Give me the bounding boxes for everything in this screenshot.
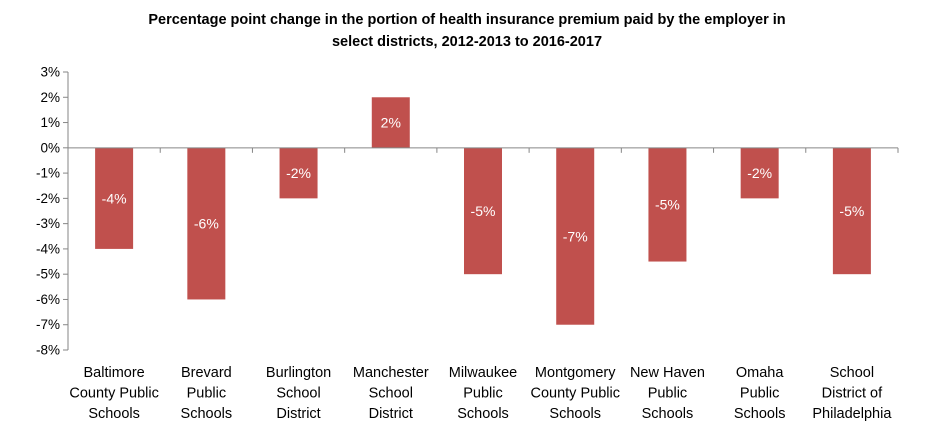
y-tick-label: 1%	[40, 115, 60, 130]
x-category-label: Omaha Public Schools	[734, 365, 786, 422]
data-label: -5%	[655, 197, 680, 213]
bar	[556, 147, 595, 325]
x-category-label: Milwaukee Public Schools	[449, 365, 518, 422]
x-category-label-line: Public	[187, 386, 227, 402]
x-category-label-line: District	[276, 406, 320, 422]
x-category-label-line: School	[369, 386, 413, 402]
bar	[740, 147, 779, 199]
x-category-label-line: County Public	[69, 386, 158, 402]
x-category-label: Burlington School District	[266, 365, 331, 422]
bar	[464, 147, 502, 275]
bar	[187, 147, 226, 300]
x-category-label-line: Omaha	[736, 365, 784, 381]
x-category-label-line: County Public	[530, 386, 619, 402]
data-label: -2%	[286, 165, 311, 181]
x-category-label: School District of Philadelphia	[812, 365, 892, 422]
x-category-label-line: Schools	[642, 406, 694, 422]
data-label: 2%	[381, 115, 401, 131]
x-category-label-line: Burlington	[266, 365, 331, 381]
x-category-label-line: District	[369, 406, 413, 422]
x-category-label-line: Manchester	[353, 365, 429, 381]
bars	[95, 97, 871, 325]
axes	[67, 72, 899, 350]
bar	[832, 147, 871, 275]
y-tick-label: 2%	[40, 90, 60, 105]
y-tick-label: -3%	[36, 216, 60, 231]
data-label: -5%	[471, 203, 496, 219]
x-category-label-line: Public	[648, 386, 688, 402]
y-tick-label: 0%	[40, 140, 60, 155]
chart-title: Percentage point change in the portion o…	[60, 9, 874, 53]
data-label: -4%	[102, 190, 127, 206]
x-axis-labels: Baltimore County Public Schools Brevard Publ…	[69, 365, 892, 422]
x-category-label-line: Schools	[181, 406, 233, 422]
y-tick-label: -1%	[36, 166, 60, 181]
x-category-label-line: School	[830, 365, 874, 381]
x-category-label-line: Montgomery	[535, 365, 616, 381]
x-category-label-line: School	[276, 386, 320, 402]
x-category-label-line: Philadelphia	[812, 406, 892, 422]
y-axis-ticks: 3% 2% 1% 0% -1% -2% -3% -4% -5% -6% -7% -8%	[36, 65, 68, 358]
x-category-label-line: Milwaukee	[449, 365, 518, 381]
x-category-label: Montgomery County Public Schools	[530, 365, 619, 422]
bar	[279, 147, 318, 199]
data-labels: -4% -6% -2% 2% -5% -7% -5% -2% -5%	[102, 115, 865, 245]
x-category-label-line: Schools	[549, 406, 601, 422]
data-label: -2%	[747, 165, 772, 181]
chart-title-line-2: select districts, 2012-2013 to 2016-2017	[331, 34, 603, 50]
data-label: -7%	[563, 228, 588, 244]
x-category-label-line: Brevard	[181, 365, 232, 381]
y-tick-label: -4%	[36, 241, 60, 256]
x-category-label: Baltimore County Public Schools	[69, 365, 158, 422]
y-tick-label: -7%	[36, 317, 60, 332]
x-category-label-line: Schools	[88, 406, 140, 422]
x-category-label-line: Schools	[457, 406, 509, 422]
x-category-label: Manchester School District	[353, 365, 429, 422]
x-category-label-line: Schools	[734, 406, 786, 422]
bar	[95, 147, 134, 249]
y-tick-label: -5%	[36, 267, 60, 282]
bar	[371, 97, 410, 148]
y-tick-label: -8%	[36, 343, 60, 358]
x-category-label-line: New Haven	[630, 365, 705, 381]
x-category-label-line: Public	[740, 386, 780, 402]
data-label: -6%	[194, 216, 219, 232]
x-category-label-line: Baltimore	[83, 365, 144, 381]
chart-title-line-1: Percentage point change in the portion o…	[148, 12, 786, 28]
y-tick-label: -2%	[36, 191, 60, 206]
bar	[648, 147, 687, 262]
x-category-label: New Haven Public Schools	[630, 365, 705, 422]
y-tick-label: 3%	[40, 65, 60, 80]
x-category-label-line: District of	[822, 386, 883, 402]
x-category-label: Brevard Public Schools	[181, 365, 233, 422]
data-label: -5%	[839, 203, 864, 219]
x-category-label-line: Public	[463, 386, 503, 402]
y-tick-label: -6%	[36, 292, 60, 307]
